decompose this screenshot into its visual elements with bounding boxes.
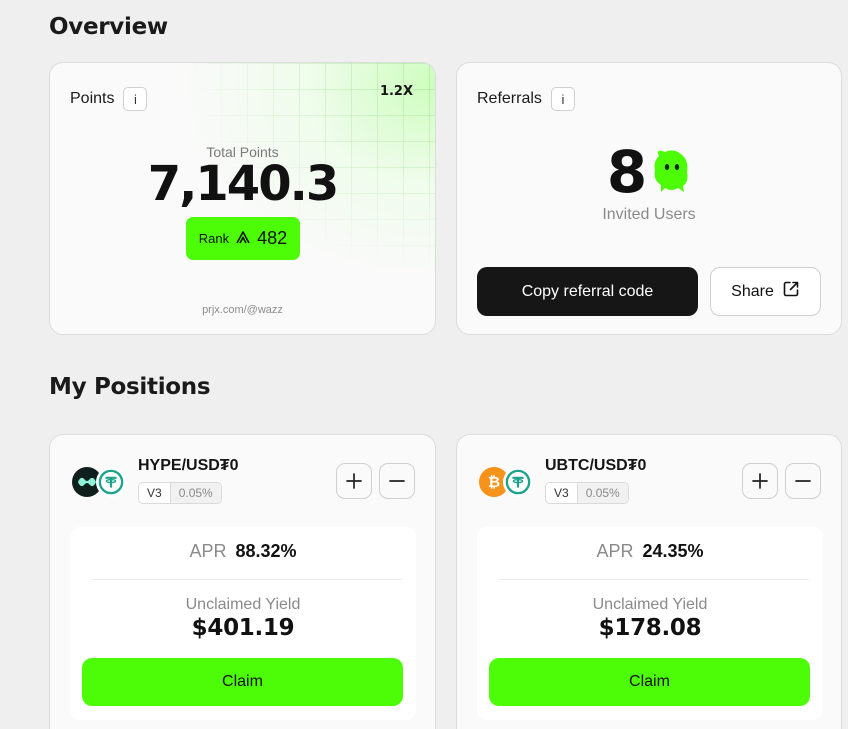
invited-count: 8 bbox=[606, 138, 648, 206]
position-card: ₿ UBTC/USD₮0 V3 0.05% APR 24.35% Unclaim… bbox=[456, 434, 842, 729]
copy-referral-code-button[interactable]: Copy referral code bbox=[477, 267, 698, 316]
points-header: Points i bbox=[70, 87, 148, 111]
claim-button[interactable]: Claim bbox=[489, 658, 810, 706]
invited-count-row: 8 bbox=[457, 139, 841, 205]
liquidity-controls bbox=[742, 463, 821, 499]
referrals-card: Referrals i 8 Invited Users Copy referra… bbox=[456, 62, 842, 335]
pair-header: HYPE/USD₮0 V3 0.05% bbox=[72, 457, 238, 504]
my-positions-title: My Positions bbox=[49, 374, 211, 400]
rank-label: Rank bbox=[198, 231, 230, 246]
remove-liquidity-button[interactable] bbox=[379, 463, 415, 499]
referrals-label: Referrals bbox=[477, 90, 542, 107]
profile-link[interactable]: prjx.com/@wazz bbox=[202, 304, 283, 316]
position-card: HYPE/USD₮0 V3 0.05% APR 88.32% Unclaimed… bbox=[49, 434, 436, 729]
rank-badge: Rank 482 bbox=[186, 217, 300, 260]
divider bbox=[499, 579, 809, 580]
pair-name: UBTC/USD₮0 bbox=[545, 457, 647, 474]
bitcoin-icon: ₿ bbox=[479, 467, 509, 497]
unclaimed-yield-value: $178.08 bbox=[598, 615, 702, 641]
mascot-icon bbox=[651, 146, 691, 199]
pool-tags: V3 0.05% bbox=[545, 482, 629, 504]
svg-text:₿: ₿ bbox=[488, 473, 500, 491]
points-info-button[interactable]: i bbox=[123, 87, 148, 111]
referrals-header: Referrals i bbox=[477, 87, 575, 111]
plus-icon bbox=[346, 473, 362, 489]
points-multiplier: 1.2X bbox=[379, 84, 413, 99]
unclaimed-yield-label: Unclaimed Yield bbox=[185, 596, 301, 613]
yield-panel: APR 24.35% Unclaimed Yield $178.08 Claim bbox=[477, 527, 823, 720]
token-pair-icons: ₿ bbox=[479, 467, 535, 499]
usdt0-icon bbox=[503, 467, 533, 497]
referrals-info-button[interactable]: i bbox=[550, 87, 575, 111]
rank-value: 482 bbox=[257, 228, 288, 248]
pool-tags: V3 0.05% bbox=[138, 482, 222, 504]
points-card: Points i 1.2X Total Points 7,140.3 Rank … bbox=[49, 62, 436, 335]
apr-label: APR bbox=[189, 541, 227, 561]
remove-liquidity-button[interactable] bbox=[785, 463, 821, 499]
total-points-value: 7,140.3 bbox=[147, 156, 339, 212]
apr-value: 24.35% bbox=[642, 541, 704, 561]
usdt0-icon bbox=[96, 467, 126, 497]
claim-button[interactable]: Claim bbox=[82, 658, 403, 706]
points-label: Points bbox=[70, 90, 115, 107]
total-points-label: Total Points bbox=[206, 144, 279, 160]
token-pair-icons bbox=[72, 467, 128, 499]
add-liquidity-button[interactable] bbox=[742, 463, 778, 499]
unclaimed-yield-label: Unclaimed Yield bbox=[592, 596, 708, 613]
apr-label: APR bbox=[596, 541, 634, 561]
overview-title: Overview bbox=[49, 14, 168, 40]
share-button[interactable]: Share bbox=[710, 267, 821, 316]
add-liquidity-button[interactable] bbox=[336, 463, 372, 499]
plus-icon bbox=[752, 473, 768, 489]
version-tag: V3 bbox=[139, 483, 170, 503]
divider bbox=[92, 579, 402, 580]
invited-users-label: Invited Users bbox=[602, 206, 696, 223]
minus-icon bbox=[389, 480, 405, 482]
yield-panel: APR 88.32% Unclaimed Yield $401.19 Claim bbox=[70, 527, 416, 720]
pair-name: HYPE/USD₮0 bbox=[138, 457, 239, 474]
fee-tag: 0.05% bbox=[576, 483, 628, 503]
minus-icon bbox=[795, 480, 811, 482]
apr-value: 88.32% bbox=[235, 541, 297, 561]
apr-row: APR 24.35% bbox=[477, 541, 823, 562]
unclaimed-yield-value: $401.19 bbox=[191, 615, 295, 641]
share-label: Share bbox=[731, 282, 774, 300]
external-link-icon bbox=[782, 280, 800, 303]
apr-row: APR 88.32% bbox=[70, 541, 416, 562]
fee-tag: 0.05% bbox=[169, 483, 221, 503]
rank-chevron-icon bbox=[235, 229, 251, 248]
liquidity-controls bbox=[336, 463, 415, 499]
pair-header: ₿ UBTC/USD₮0 V3 0.05% bbox=[479, 457, 646, 504]
version-tag: V3 bbox=[546, 483, 577, 503]
